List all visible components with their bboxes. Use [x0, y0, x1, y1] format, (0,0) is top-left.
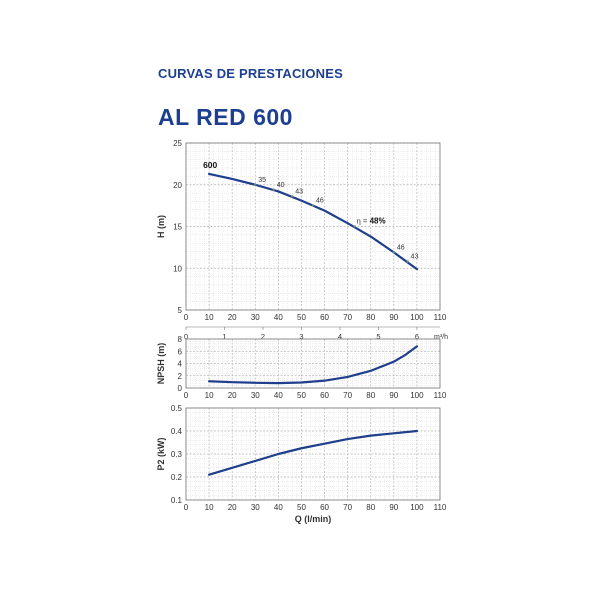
- x-tick-label: 80: [366, 391, 375, 400]
- x-tick-label: 110: [434, 313, 447, 322]
- y-tick-label: 20: [173, 181, 182, 190]
- model-title: AL RED 600: [158, 104, 293, 130]
- x-tick-label: 100: [410, 391, 424, 400]
- efficiency-mark: [406, 260, 409, 263]
- y-tick-label: 2: [178, 372, 183, 381]
- secondary-x-tick-label: 6: [415, 332, 419, 341]
- x-tick-label: 70: [343, 313, 352, 322]
- x-axis-label: Q (l/min): [295, 514, 332, 524]
- efficiency-label-best: 48%: [370, 217, 386, 226]
- x-tick-label: 100: [410, 313, 424, 322]
- secondary-x-tick-label: 4: [338, 332, 342, 341]
- x-tick-label: 110: [434, 503, 447, 512]
- secondary-x-tick-label: 1: [222, 332, 226, 341]
- series-line: [207, 172, 419, 271]
- x-tick-label: 90: [389, 313, 398, 322]
- y-tick-label: 15: [173, 223, 182, 232]
- y-tick-label: 5: [178, 306, 183, 315]
- x-tick-label: 40: [274, 503, 283, 512]
- x-tick-label: 0: [184, 313, 189, 322]
- series-line: [207, 345, 419, 385]
- secondary-x-tick-label: 5: [376, 332, 380, 341]
- efficiency-label: 35: [258, 177, 266, 184]
- y-axis-label: P2 (kW): [156, 437, 166, 470]
- y-tick-label: 25: [173, 139, 182, 148]
- y-tick-label: 0: [178, 384, 183, 393]
- efficiency-label: 43: [295, 188, 303, 195]
- secondary-x-tick-label: 0: [184, 332, 188, 341]
- y-tick-label: 6: [178, 347, 183, 356]
- section-title: CURVAS DE PRESTACIONES: [158, 66, 343, 81]
- series-line: [207, 429, 419, 476]
- x-tick-label: 110: [434, 391, 447, 400]
- plot-frame: [185, 407, 441, 501]
- x-tick-label: 30: [251, 391, 260, 400]
- x-tick-label: 60: [320, 313, 329, 322]
- y-tick-label: 4: [178, 360, 183, 369]
- efficiency-label: 46: [316, 198, 324, 205]
- y-tick-label: 0.4: [171, 427, 183, 436]
- efficiency-mark: [291, 195, 294, 198]
- y-tick-label: 0.3: [171, 450, 183, 459]
- efficiency-mark: [254, 183, 257, 186]
- x-tick-label: 100: [410, 503, 424, 512]
- y-tick-label: 0.2: [171, 473, 183, 482]
- y-tick-label: 0.1: [171, 496, 183, 505]
- efficiency-mark: [353, 225, 356, 228]
- x-tick-label: 10: [205, 313, 214, 322]
- x-tick-label: 90: [389, 391, 398, 400]
- x-tick-label: 20: [228, 503, 237, 512]
- x-tick-label: 60: [320, 503, 329, 512]
- x-tick-label: 40: [274, 391, 283, 400]
- plot-frame: [185, 338, 441, 389]
- efficiency-label: 40: [277, 182, 285, 189]
- x-tick-label: 30: [251, 503, 260, 512]
- x-tick-label: 70: [343, 503, 352, 512]
- efficiency-mark: [272, 188, 275, 191]
- secondary-x-tick-label: 2: [261, 332, 265, 341]
- y-axis-label: H (m): [156, 215, 166, 238]
- x-tick-label: 10: [205, 503, 214, 512]
- efficiency-label: 43: [411, 254, 419, 261]
- x-tick-label: 60: [320, 391, 329, 400]
- y-tick-label: 0.5: [171, 404, 183, 413]
- efficiency-mark: [392, 251, 396, 254]
- x-tick-label: 20: [228, 313, 237, 322]
- x-tick-label: 50: [297, 503, 306, 512]
- x-tick-label: 40: [274, 313, 283, 322]
- x-tick-label: 30: [251, 313, 260, 322]
- efficiency-label: 46: [397, 244, 405, 251]
- x-tick-label: 50: [297, 313, 306, 322]
- series-label: 600: [203, 160, 217, 170]
- y-axis-label: NPSH (m): [156, 343, 166, 385]
- x-tick-label: 0: [184, 391, 189, 400]
- x-tick-label: 10: [205, 391, 214, 400]
- x-tick-label: 0: [184, 503, 189, 512]
- secondary-x-tick-label: 3: [299, 332, 303, 341]
- x-tick-label: 70: [343, 391, 352, 400]
- x-tick-label: 90: [389, 503, 398, 512]
- y-tick-label: 10: [173, 264, 182, 273]
- x-tick-label: 80: [366, 313, 375, 322]
- x-tick-label: 50: [297, 391, 306, 400]
- x-tick-label: 20: [228, 391, 237, 400]
- y-tick-label: 8: [178, 335, 183, 344]
- efficiency-prefix: η =: [357, 217, 368, 226]
- plot-frame: [185, 142, 441, 311]
- efficiency-mark: [311, 204, 315, 207]
- secondary-x-axis-unit: m³/h: [434, 334, 448, 341]
- x-tick-label: 80: [366, 503, 375, 512]
